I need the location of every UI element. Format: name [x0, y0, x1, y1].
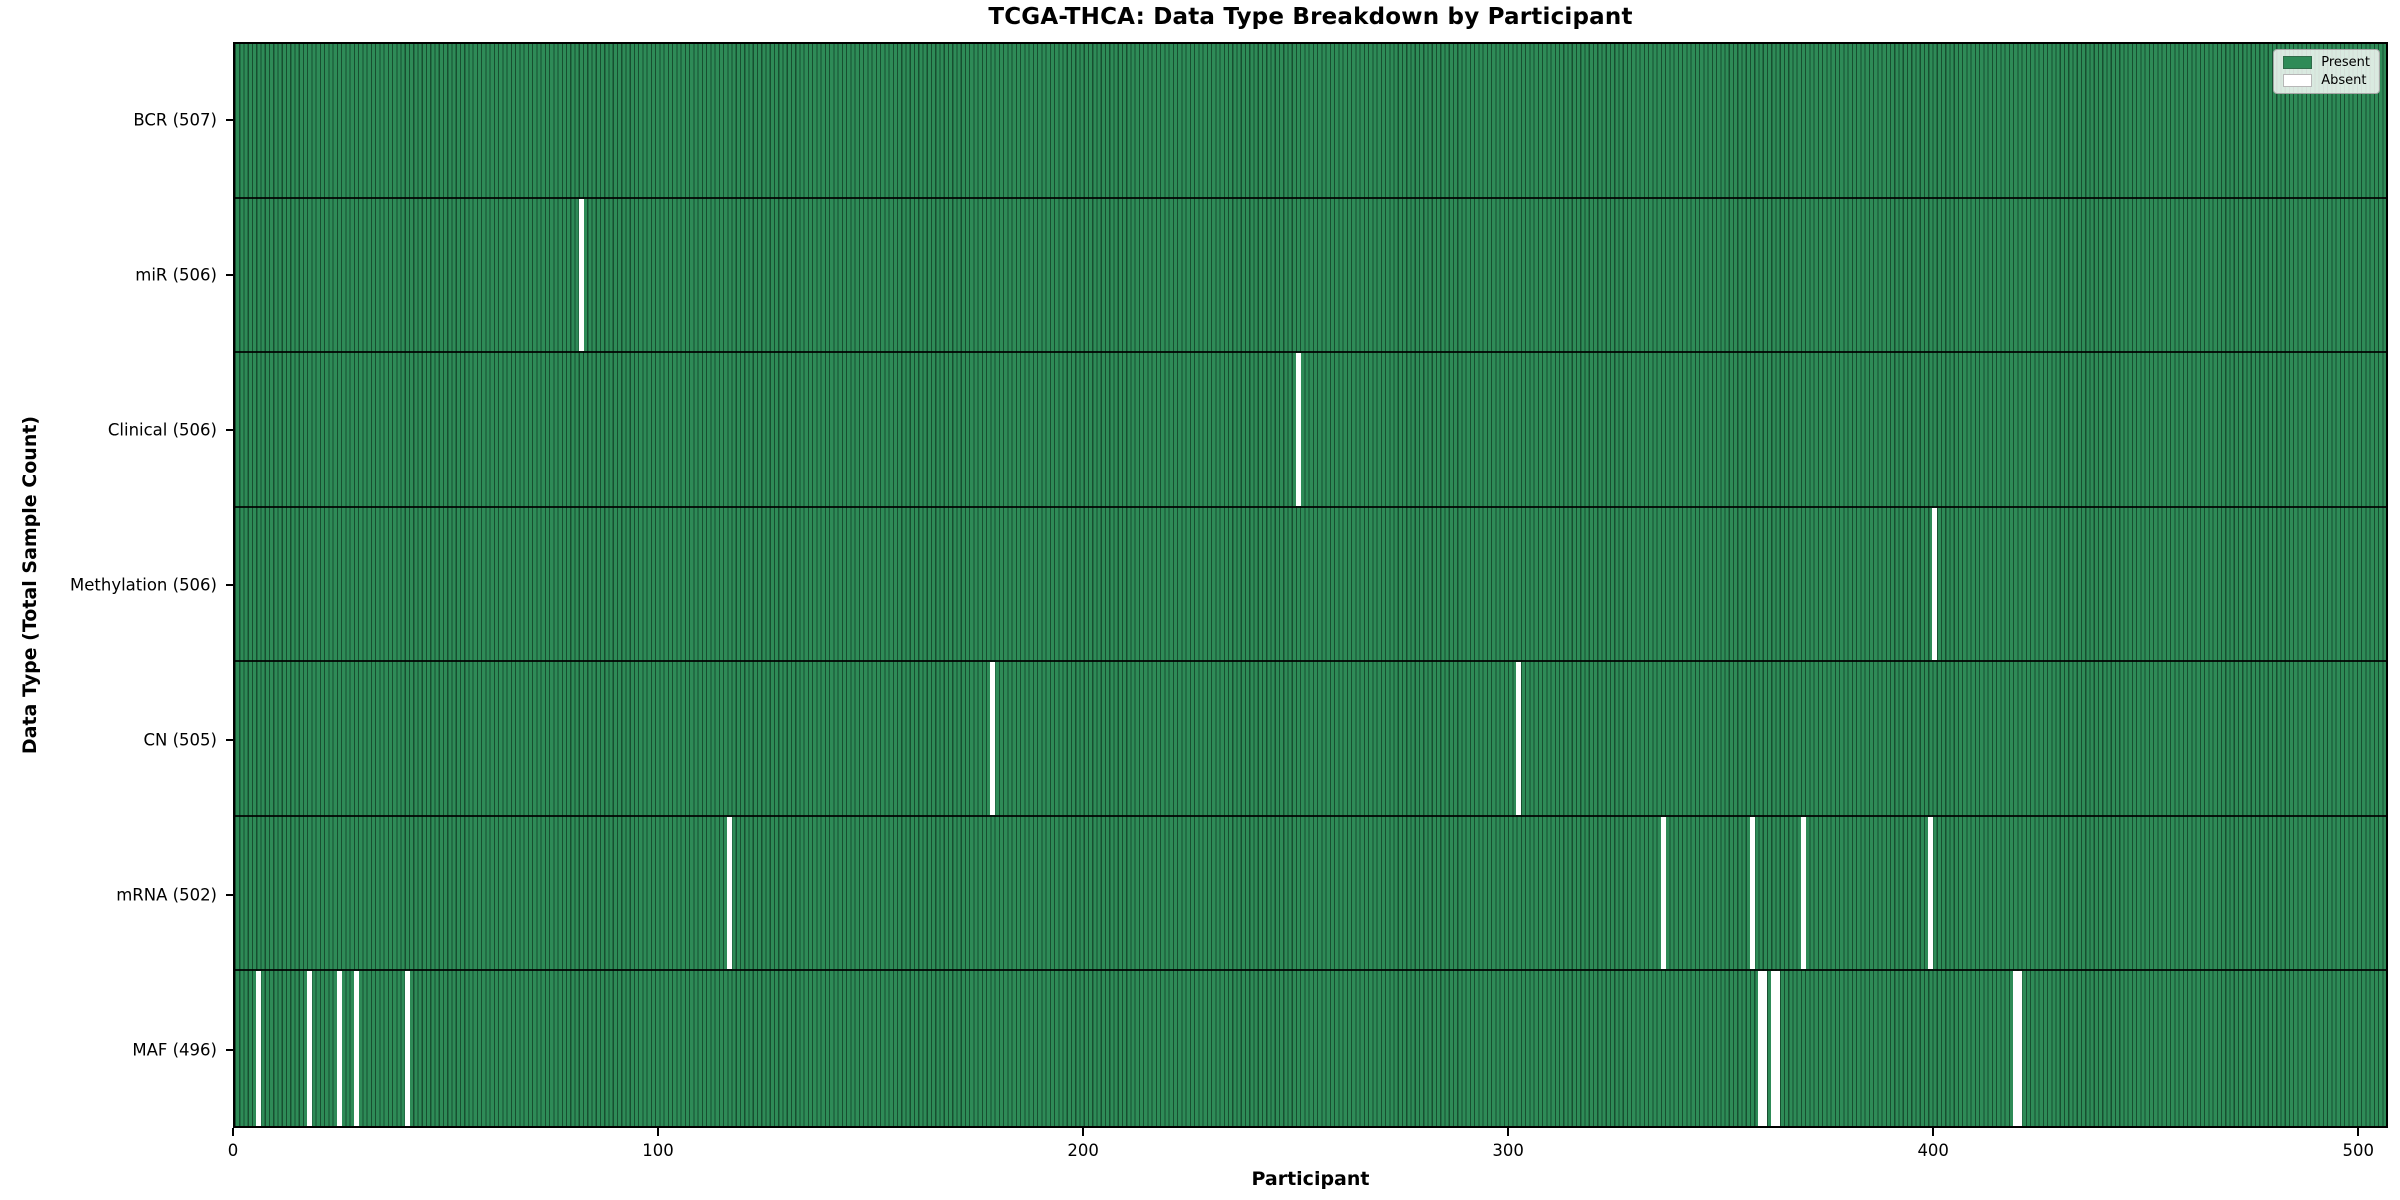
y-tick-label-methylation: Methylation (506) — [70, 575, 217, 595]
absent-gap — [1749, 816, 1755, 970]
absent-gap — [1927, 816, 1933, 970]
legend: Present Absent — [2273, 49, 2380, 94]
legend-label-absent: Absent — [2321, 73, 2367, 88]
y-tick-label-bcr: BCR (507) — [133, 110, 217, 130]
x-tick-mark — [1507, 1128, 1510, 1136]
absent-gap — [1932, 507, 1938, 661]
absent-gap — [1770, 971, 1776, 1126]
plot-area: Present Absent — [233, 42, 2388, 1128]
absent-gap — [307, 971, 313, 1126]
heatmap-row-mrna — [235, 816, 2386, 972]
x-tick-mark — [1082, 1128, 1085, 1136]
y-tick-mark — [226, 894, 233, 897]
heatmap-row-clinical — [235, 353, 2386, 508]
absent-gap — [1295, 353, 1301, 506]
absent-gap — [578, 198, 584, 352]
x-tick-label: 400 — [1917, 1141, 1949, 1160]
absent-gap — [1762, 971, 1768, 1126]
x-ticks-layer: 0 100 200 300 400 500 — [228, 1128, 2388, 1178]
y-tick-mark — [226, 273, 233, 276]
y-tick-label-clinical: Clinical (506) — [107, 420, 217, 440]
absent-gap — [2012, 971, 2018, 1126]
legend-item-absent: Absent — [2283, 74, 2370, 87]
y-tick-label-mrna: mRNA (502) — [116, 885, 217, 905]
x-tick-label: 500 — [2342, 1141, 2374, 1160]
legend-item-present: Present — [2283, 56, 2370, 69]
x-tick-label: 0 — [227, 1141, 239, 1160]
absent-gap — [990, 662, 996, 815]
y-tick-label-cn: CN (505) — [143, 730, 217, 750]
absent-gap — [1758, 971, 1764, 1126]
heatmap-row-maf — [235, 971, 2386, 1126]
chart-title: TCGA-THCA: Data Type Breakdown by Partic… — [988, 4, 1633, 30]
present-swatch-icon — [2283, 56, 2313, 69]
y-tick-mark — [226, 118, 233, 121]
y-tick-label-mir: miR (506) — [135, 265, 217, 285]
y-tick-mark — [226, 739, 233, 742]
y-tick-labels: BCR (507) miR (506) Clinical (506) Methylat… — [0, 42, 233, 1128]
absent-gap — [404, 971, 410, 1126]
absent-gap — [1660, 816, 1666, 970]
heatmap-row-bcr — [235, 44, 2386, 199]
absent-gap — [1516, 662, 1522, 815]
x-tick-label: 100 — [642, 1141, 674, 1160]
absent-gap — [1775, 971, 1781, 1126]
x-tick-mark — [232, 1128, 234, 1136]
heatmap-row-methylation — [235, 507, 2386, 663]
x-tick-mark — [2357, 1128, 2360, 1136]
rows-layer — [235, 44, 2386, 1126]
y-tick-label-maf: MAF (496) — [132, 1040, 217, 1060]
y-tick-mark — [226, 1049, 233, 1052]
absent-gap — [353, 971, 359, 1126]
absent-gap — [336, 971, 342, 1126]
x-tick-mark — [657, 1128, 660, 1136]
y-tick-mark — [226, 428, 233, 431]
x-axis-label: Participant — [1251, 1168, 1370, 1190]
x-tick-label: 300 — [1492, 1141, 1524, 1160]
heatmap-row-mir — [235, 198, 2386, 354]
heatmap-row-cn — [235, 662, 2386, 817]
legend-label-present: Present — [2321, 55, 2370, 70]
absent-gap — [256, 971, 262, 1126]
y-tick-mark — [226, 584, 233, 586]
absent-gap — [2016, 971, 2023, 1126]
absent-swatch-icon — [2283, 74, 2313, 87]
x-tick-label: 200 — [1067, 1141, 1099, 1160]
absent-gap — [1800, 816, 1806, 970]
x-tick-mark — [1932, 1128, 1935, 1136]
absent-gap — [727, 816, 733, 970]
